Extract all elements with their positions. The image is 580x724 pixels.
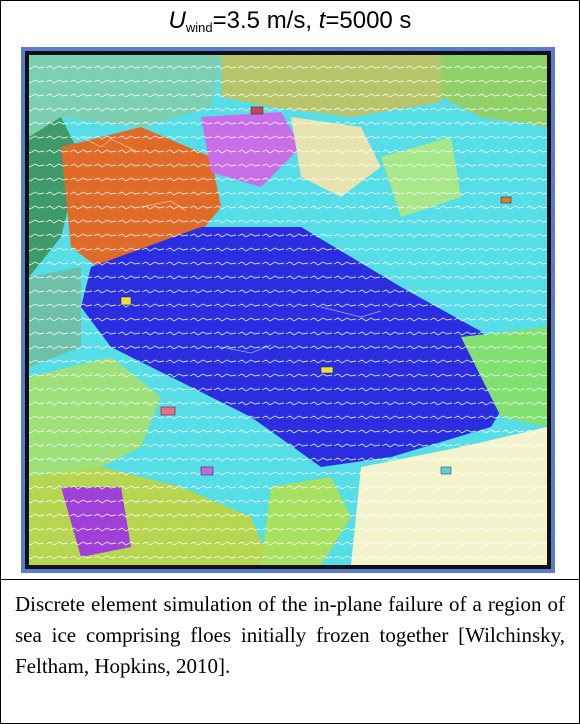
simulation-image <box>21 47 555 573</box>
title-u: U <box>169 7 186 34</box>
figure-title: Uwind=3.5 m/s, t=5000 s <box>1 1 579 41</box>
figure: Uwind=3.5 m/s, t=5000 s <box>0 0 580 724</box>
figure-caption: Discrete element simulation of the in-pl… <box>15 589 565 682</box>
title-text: =3.5 m/s, <box>213 7 319 34</box>
title-text: =5000 s <box>325 7 411 34</box>
floes <box>29 55 547 565</box>
separator <box>1 579 579 580</box>
title-subscript: wind <box>186 20 213 35</box>
